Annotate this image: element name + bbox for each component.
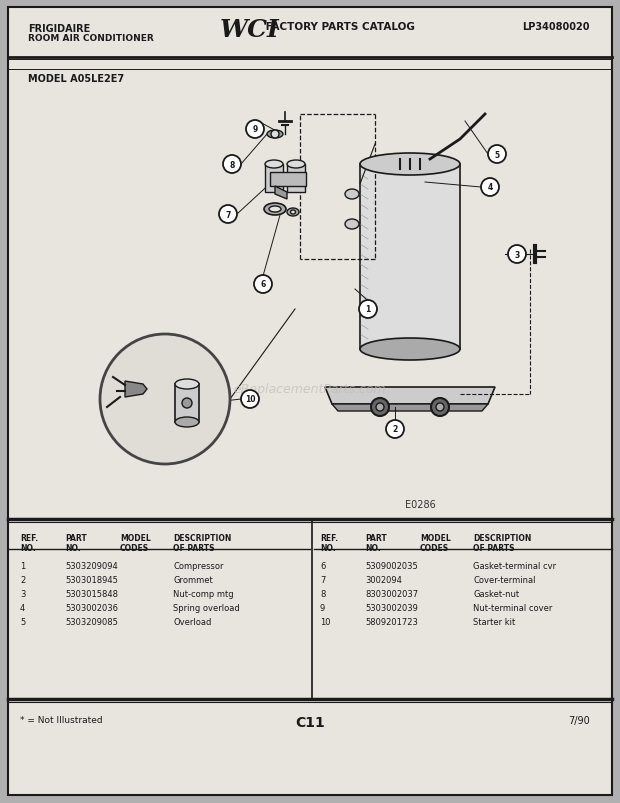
Ellipse shape: [291, 210, 296, 214]
Circle shape: [431, 398, 449, 417]
Ellipse shape: [345, 190, 359, 200]
Text: 5303015848: 5303015848: [65, 589, 118, 598]
Text: * = Not Illustrated: * = Not Illustrated: [20, 715, 103, 724]
Text: FRIGIDAIRE: FRIGIDAIRE: [28, 24, 91, 34]
Text: 1: 1: [20, 561, 25, 570]
Text: C11: C11: [295, 715, 325, 729]
Text: 6: 6: [320, 561, 326, 570]
FancyBboxPatch shape: [270, 173, 306, 187]
FancyBboxPatch shape: [265, 165, 283, 193]
Text: 5309002035: 5309002035: [365, 561, 418, 570]
Text: 5303018945: 5303018945: [65, 575, 118, 585]
Text: DESCRIPTION
OF PARTS: DESCRIPTION OF PARTS: [473, 533, 531, 552]
Circle shape: [254, 275, 272, 294]
Text: MODEL A05LE2E7: MODEL A05LE2E7: [28, 74, 124, 84]
Ellipse shape: [175, 418, 199, 427]
Text: 8303002037: 8303002037: [365, 589, 418, 598]
Ellipse shape: [269, 206, 281, 213]
Text: 3: 3: [515, 251, 520, 259]
Text: WCI: WCI: [220, 18, 280, 42]
Text: 7: 7: [320, 575, 326, 585]
FancyBboxPatch shape: [287, 165, 305, 193]
Circle shape: [182, 398, 192, 409]
Text: 5303002039: 5303002039: [365, 603, 418, 612]
Text: 5303002036: 5303002036: [65, 603, 118, 612]
Text: 7/90: 7/90: [569, 715, 590, 725]
Ellipse shape: [175, 380, 199, 389]
Circle shape: [436, 403, 444, 411]
Text: MODEL
CODES: MODEL CODES: [420, 533, 451, 552]
Ellipse shape: [360, 154, 460, 176]
Text: 5303209085: 5303209085: [65, 618, 118, 626]
Circle shape: [508, 246, 526, 263]
Text: Gasket-terminal cvr: Gasket-terminal cvr: [473, 561, 556, 570]
Text: 8: 8: [320, 589, 326, 598]
Circle shape: [271, 131, 279, 139]
Text: PART
NO.: PART NO.: [65, 533, 87, 552]
Text: 1: 1: [365, 305, 371, 314]
Text: 8: 8: [229, 161, 235, 169]
Ellipse shape: [265, 161, 283, 169]
Polygon shape: [125, 381, 147, 397]
Text: 2: 2: [20, 575, 25, 585]
Circle shape: [100, 335, 230, 464]
Text: 6: 6: [260, 280, 265, 289]
Text: Spring overload: Spring overload: [173, 603, 240, 612]
Text: 4: 4: [487, 183, 493, 192]
Ellipse shape: [267, 131, 283, 139]
Text: 4: 4: [20, 603, 25, 612]
Text: 5: 5: [20, 618, 25, 626]
Text: 9: 9: [252, 125, 258, 134]
Text: MODEL
CODES: MODEL CODES: [120, 533, 151, 552]
Circle shape: [241, 390, 259, 409]
Polygon shape: [332, 405, 488, 411]
Circle shape: [376, 403, 384, 411]
Text: Grommet: Grommet: [173, 575, 213, 585]
Text: Gasket-nut: Gasket-nut: [473, 589, 519, 598]
Text: 7: 7: [225, 210, 231, 219]
Polygon shape: [325, 388, 495, 405]
FancyBboxPatch shape: [175, 385, 199, 422]
Circle shape: [481, 179, 499, 197]
Circle shape: [386, 421, 404, 438]
Ellipse shape: [345, 220, 359, 230]
Text: 9: 9: [320, 603, 326, 612]
Circle shape: [219, 206, 237, 224]
Ellipse shape: [360, 339, 460, 361]
Text: PART
NO.: PART NO.: [365, 533, 387, 552]
Text: Overload: Overload: [173, 618, 211, 626]
Text: Nut-comp mtg: Nut-comp mtg: [173, 589, 234, 598]
Text: FACTORY PARTS CATALOG: FACTORY PARTS CATALOG: [262, 22, 415, 32]
Text: REF.
NO.: REF. NO.: [20, 533, 38, 552]
Text: eReplacementParts.com: eReplacementParts.com: [234, 383, 386, 396]
Ellipse shape: [287, 209, 299, 217]
Text: 5: 5: [494, 150, 500, 159]
Text: 5809201723: 5809201723: [365, 618, 418, 626]
Text: 5303209094: 5303209094: [65, 561, 118, 570]
Text: 2: 2: [392, 425, 397, 434]
Text: 10: 10: [320, 618, 330, 626]
Circle shape: [246, 120, 264, 139]
Text: Cover-terminal: Cover-terminal: [473, 575, 536, 585]
Text: 3002094: 3002094: [365, 575, 402, 585]
Text: Nut-terminal cover: Nut-terminal cover: [473, 603, 552, 612]
Ellipse shape: [287, 161, 305, 169]
Circle shape: [359, 300, 377, 319]
Text: DESCRIPTION
OF PARTS: DESCRIPTION OF PARTS: [173, 533, 231, 552]
FancyBboxPatch shape: [8, 8, 612, 795]
Text: Compressor: Compressor: [173, 561, 223, 570]
Text: 3: 3: [20, 589, 25, 598]
Circle shape: [371, 398, 389, 417]
Text: REF.
NO.: REF. NO.: [320, 533, 338, 552]
Polygon shape: [275, 187, 287, 200]
Circle shape: [488, 146, 506, 164]
Text: ROOM AIR CONDITIONER: ROOM AIR CONDITIONER: [28, 34, 154, 43]
FancyBboxPatch shape: [360, 165, 460, 349]
Text: 10: 10: [245, 395, 255, 404]
Text: E0286: E0286: [405, 499, 436, 509]
Circle shape: [223, 156, 241, 173]
Text: Starter kit: Starter kit: [473, 618, 515, 626]
Text: LP34080020: LP34080020: [523, 22, 590, 32]
Ellipse shape: [264, 204, 286, 216]
